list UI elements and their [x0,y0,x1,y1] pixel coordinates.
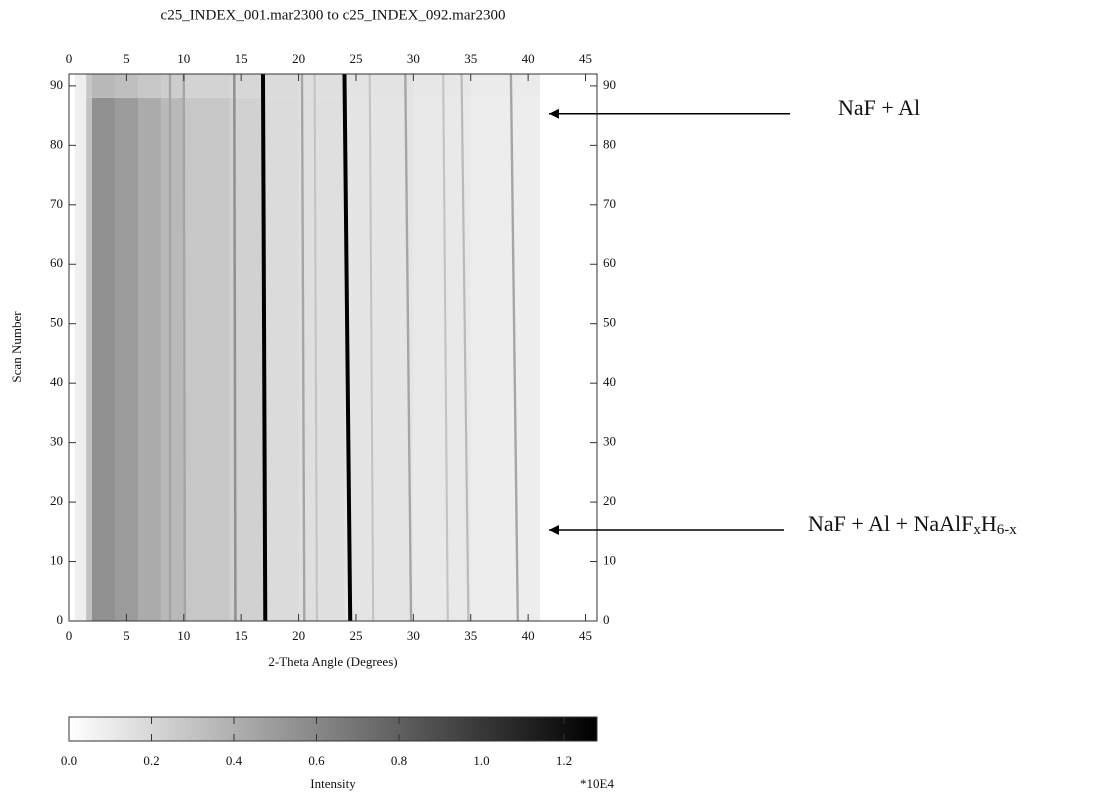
x-tick-label: 45 [579,628,592,643]
peak-line [368,73,375,622]
x-tick-label: 20 [292,628,305,643]
annotation-text: NaF + Al [838,95,920,120]
heat-cell [298,97,345,622]
colorbar-tick-label: 0.6 [308,753,325,768]
y-tick-label-right: 40 [603,374,616,389]
peak-line [232,73,237,622]
colorbar-tick-label: 0.4 [226,753,243,768]
x-tick-label: 35 [464,628,477,643]
annotation-subscript: 6-x [997,522,1017,538]
heat-cell [160,97,185,622]
x-tick-label: 40 [522,628,535,643]
y-tick-label-right: 0 [603,612,610,627]
heat-cell [344,74,414,98]
x-tick-label: 0 [66,628,73,643]
plot-frame [68,73,598,622]
peak-line [342,73,353,622]
heat-cell [470,74,541,98]
y-tick-label-right: 10 [603,553,616,568]
heat-cell [91,74,116,98]
heat-cell [264,74,300,98]
heat-cell [298,74,345,98]
heat-cell [160,74,185,98]
x-tick-label-top: 35 [464,51,477,66]
heat-cell [114,74,139,98]
x-tick-label: 5 [123,628,130,643]
x-tick-label: 30 [407,628,420,643]
heat-cell [229,74,265,98]
x-tick-label-top: 5 [123,51,130,66]
y-tick-label: 90 [50,77,63,92]
x-tick-label-top: 20 [292,51,305,66]
peak-line [442,73,449,622]
y-tick-label-right: 70 [603,196,616,211]
colorbar-tick-label: 0.0 [61,753,77,768]
x-tick-label-top: 15 [235,51,248,66]
heat-cell [470,97,541,622]
peak-line [300,73,306,622]
x-tick-label-top: 10 [177,51,190,66]
colorbar [68,716,598,742]
x-tick-label-top: 25 [349,51,362,66]
peak-line [260,73,268,622]
annotation-text: H [981,511,997,536]
y-axis-title: Scan Number [9,311,24,383]
colorbar-tick-label: 0.8 [391,753,407,768]
heat-cell [183,74,231,98]
y-tick-label: 40 [50,374,63,389]
x-tick-label: 15 [235,628,248,643]
annotation-subscript: x [973,522,981,538]
colorbar-multiplier: *10E4 [580,776,614,791]
x-tick-label-top: 30 [407,51,420,66]
x-tick-label-top: 45 [579,51,592,66]
chart-title: c25_INDEX_001.mar2300 to c25_INDEX_092.m… [161,7,506,23]
peak-line [509,73,519,622]
y-tick-label: 50 [50,315,63,330]
y-tick-label: 20 [50,493,63,508]
peak-line [313,73,318,622]
y-tick-label-right: 90 [603,77,616,92]
y-tick-label: 80 [50,136,63,151]
x-tick-label: 10 [177,628,190,643]
annotation-label: NaF + Al + NaAlFxH6-x [808,511,1017,538]
heat-cell [114,97,139,622]
heat-cell [137,97,162,622]
heat-cell [264,97,300,622]
y-tick-label-right: 80 [603,136,616,151]
heat-cell [86,97,93,622]
heat-cell [74,74,87,98]
colorbar-tick-label: 1.2 [556,753,572,768]
peak-line [182,73,187,622]
colorbar-title: Intensity [310,776,356,791]
y-tick-label-right: 30 [603,434,616,449]
peak-line [460,73,470,622]
heat-cell [74,97,87,622]
x-tick-label-top: 40 [522,51,535,66]
y-tick-label: 70 [50,196,63,211]
heat-cell [86,74,93,98]
heat-cell [137,74,162,98]
x-axis-title: 2-Theta Angle (Degrees) [268,654,397,669]
heat-cell [413,97,472,622]
annotation-text: NaF + Al + NaAlF [808,511,973,536]
y-tick-label: 60 [50,255,63,270]
colorbar-tick-label: 1.0 [473,753,489,768]
peak-line [404,73,413,622]
heat-cell [344,97,414,622]
y-tick-label-right: 50 [603,315,616,330]
colorbar-tick-label: 0.2 [143,753,159,768]
y-tick-label: 0 [57,612,64,627]
y-tick-label-right: 60 [603,255,616,270]
x-tick-label-top: 0 [66,51,73,66]
annotation-label: NaF + Al [838,95,920,120]
y-tick-label: 10 [50,553,63,568]
y-tick-label-right: 20 [603,493,616,508]
y-tick-label: 30 [50,434,63,449]
heat-cell [91,97,116,622]
x-tick-label: 25 [349,628,362,643]
heat-cell [183,97,231,622]
